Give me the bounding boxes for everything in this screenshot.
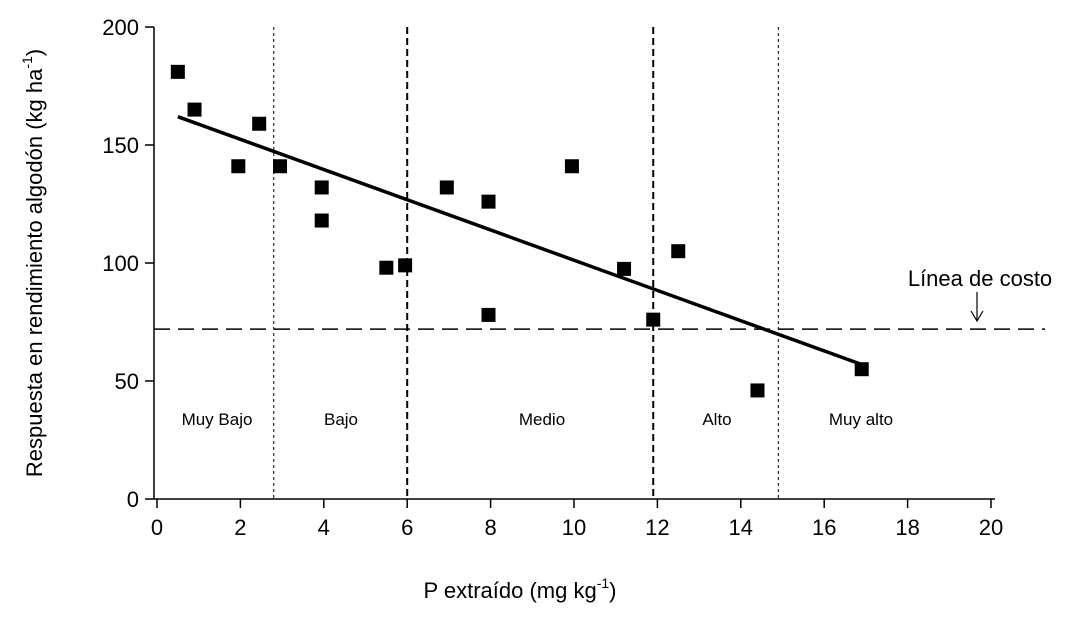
x-tick-label: 6 [401,515,413,540]
x-label-sup: -1 [597,575,610,591]
point [314,180,329,195]
point [170,64,185,79]
point [314,213,329,228]
point [750,383,765,398]
point [646,312,661,327]
x-tick-label: 18 [895,515,919,540]
y-tick-label: 150 [102,133,139,158]
point [252,116,267,131]
point [854,362,869,377]
y-label-text: Respuesta en rendimiento algodón (kg ha [22,68,47,477]
x-tick-label: 14 [729,515,753,540]
x-axis-label: P extraído (mg kg-1) [423,575,616,603]
x-tick-label: 12 [645,515,669,540]
y-label-close: ) [22,49,47,56]
y-tick-label: 200 [102,15,139,40]
point [398,258,413,273]
x-tick-label: 10 [562,515,586,540]
trendline [177,115,863,367]
zone-label: Alto [702,410,731,429]
x-tick-label: 20 [979,515,1003,540]
point [481,194,496,209]
x-tick-label: 2 [234,515,246,540]
x-tick-label: 8 [484,515,496,540]
point [231,159,246,174]
y-tick-label: 100 [102,251,139,276]
cost-line-label: Línea de costo [908,266,1052,291]
x-tick-label: 0 [151,515,163,540]
point [617,261,632,276]
cost-arrow [970,292,984,323]
zone-label: Muy alto [829,410,893,429]
point [481,307,496,322]
y-tick-label: 50 [115,369,139,394]
point [273,159,288,174]
y-label-sup: -1 [19,56,35,69]
x-tick-label: 16 [812,515,836,540]
point [671,244,686,259]
zone-label: Medio [519,410,565,429]
point [564,159,579,174]
point [187,102,202,117]
zone-label: Muy Bajo [182,410,253,429]
y-axis-label: Respuesta en rendimiento algodón (kg ha-… [19,49,47,477]
point [379,260,394,275]
point [439,180,454,195]
y-tick-label: 0 [127,487,139,512]
x-tick-label: 4 [318,515,330,540]
x-label-text: P extraído (mg kg [423,578,596,603]
zone-label: Bajo [324,410,358,429]
x-label-close: ) [609,578,616,603]
